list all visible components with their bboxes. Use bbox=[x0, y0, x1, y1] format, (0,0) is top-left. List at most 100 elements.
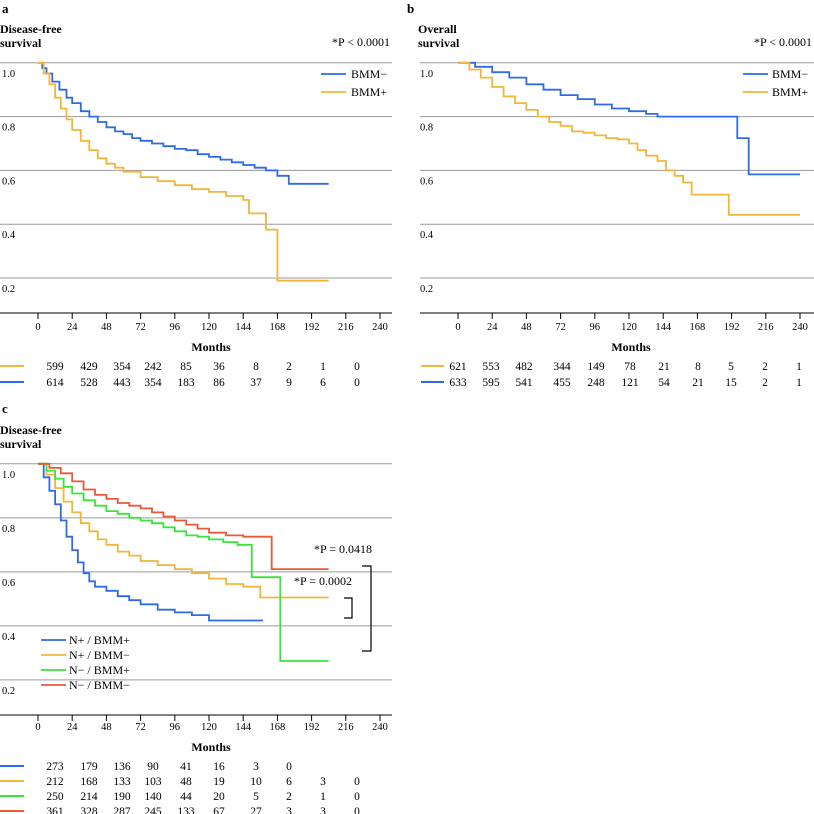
risk-count: 90 bbox=[147, 761, 159, 773]
risk-count: 44 bbox=[180, 791, 192, 803]
p-value: *P = 0.0418 bbox=[314, 542, 372, 556]
legend-label: BMM− bbox=[351, 67, 387, 81]
y-axis-label: Overall bbox=[418, 22, 457, 36]
y-tick-label: 0.2 bbox=[2, 686, 15, 697]
x-tick-label: 0 bbox=[35, 322, 40, 333]
series-line-bmm− bbox=[38, 61, 329, 185]
risk-count: 633 bbox=[449, 377, 467, 389]
x-tick-label: 144 bbox=[235, 322, 252, 333]
x-tick-label: 216 bbox=[338, 322, 354, 333]
risk-count: 0 bbox=[354, 806, 360, 814]
risk-count: 133 bbox=[113, 776, 131, 788]
x-tick-label: 24 bbox=[67, 722, 78, 733]
risk-count: 48 bbox=[180, 776, 192, 788]
series-line-n−bmm+ bbox=[38, 462, 329, 662]
risk-count: 214 bbox=[80, 791, 98, 803]
legend-label: BMM+ bbox=[772, 85, 808, 99]
x-tick-label: 216 bbox=[338, 722, 354, 733]
risk-count: 455 bbox=[553, 377, 571, 389]
risk-count: 86 bbox=[213, 377, 225, 389]
y-axis-label: Disease-free bbox=[0, 22, 62, 36]
x-tick-label: 72 bbox=[135, 722, 146, 733]
legend-label: N+ / BMM− bbox=[69, 648, 130, 662]
risk-count: 140 bbox=[144, 791, 162, 803]
risk-count: 6 bbox=[286, 776, 292, 788]
x-tick-label: 72 bbox=[555, 322, 566, 333]
risk-count: 287 bbox=[113, 806, 131, 814]
x-tick-label: 240 bbox=[372, 322, 388, 333]
risk-count: 183 bbox=[177, 377, 195, 389]
risk-count: 250 bbox=[46, 791, 64, 803]
x-tick-label: 0 bbox=[35, 722, 40, 733]
risk-count: 1 bbox=[796, 377, 802, 389]
risk-count: 0 bbox=[286, 761, 292, 773]
legend-label: BMM+ bbox=[351, 85, 387, 99]
risk-count: 245 bbox=[144, 806, 162, 814]
y-tick-label: 0.8 bbox=[2, 524, 15, 535]
risk-count: 5 bbox=[728, 361, 734, 373]
x-tick-label: 120 bbox=[201, 722, 217, 733]
risk-count: 328 bbox=[80, 806, 98, 814]
risk-count: 8 bbox=[695, 361, 701, 373]
risk-count: 179 bbox=[80, 761, 98, 773]
x-tick-label: 0 bbox=[455, 322, 460, 333]
risk-count: 6 bbox=[320, 377, 326, 389]
risk-count: 0 bbox=[354, 361, 360, 373]
risk-count: 9 bbox=[286, 377, 292, 389]
y-tick-label: 0.4 bbox=[2, 632, 16, 643]
x-axis-label: Months bbox=[191, 740, 231, 754]
x-tick-label: 240 bbox=[372, 722, 388, 733]
y-tick-label: 1.0 bbox=[2, 69, 15, 80]
series-line-bmm+ bbox=[458, 61, 800, 216]
risk-count: 248 bbox=[587, 377, 605, 389]
risk-count: 15 bbox=[725, 377, 737, 389]
risk-count: 528 bbox=[80, 377, 98, 389]
x-tick-label: 216 bbox=[758, 322, 774, 333]
risk-count: 595 bbox=[482, 377, 500, 389]
y-tick-label: 0.4 bbox=[2, 230, 16, 241]
risk-count: 212 bbox=[46, 776, 64, 788]
x-tick-label: 144 bbox=[235, 722, 252, 733]
series-line-bmm+ bbox=[38, 61, 329, 282]
risk-count: 136 bbox=[113, 761, 131, 773]
risk-count: 354 bbox=[144, 377, 162, 389]
x-tick-label: 240 bbox=[792, 322, 808, 333]
x-tick-label: 192 bbox=[724, 322, 740, 333]
risk-count: 27 bbox=[250, 806, 262, 814]
risk-count: 190 bbox=[113, 791, 131, 803]
risk-count: 85 bbox=[180, 361, 192, 373]
x-tick-label: 72 bbox=[135, 322, 146, 333]
risk-count: 10 bbox=[250, 776, 262, 788]
comparison-bracket bbox=[344, 597, 353, 619]
risk-count: 443 bbox=[113, 377, 131, 389]
risk-count: 149 bbox=[587, 361, 605, 373]
risk-count: 482 bbox=[515, 361, 533, 373]
y-tick-label: 1.0 bbox=[2, 470, 15, 481]
risk-count: 2 bbox=[286, 791, 292, 803]
risk-count: 354 bbox=[113, 361, 131, 373]
risk-count: 16 bbox=[213, 761, 225, 773]
p-value: *P = 0.0002 bbox=[294, 574, 352, 588]
risk-count: 3 bbox=[320, 806, 326, 814]
y-tick-label: 0.8 bbox=[420, 123, 433, 134]
risk-count: 3 bbox=[286, 806, 292, 814]
risk-count: 1 bbox=[320, 791, 326, 803]
risk-count: 3 bbox=[253, 761, 259, 773]
x-axis-label: Months bbox=[191, 340, 231, 354]
y-axis-label: Disease-free bbox=[0, 423, 62, 437]
risk-count: 20 bbox=[213, 791, 225, 803]
risk-count: 19 bbox=[213, 776, 225, 788]
x-tick-label: 120 bbox=[621, 322, 637, 333]
risk-count: 37 bbox=[250, 377, 262, 389]
legend-label: N+ / BMM+ bbox=[69, 633, 130, 647]
x-tick-label: 120 bbox=[201, 322, 217, 333]
x-tick-label: 24 bbox=[487, 322, 498, 333]
risk-count: 5 bbox=[253, 791, 259, 803]
y-tick-label: 0.6 bbox=[2, 578, 15, 589]
y-tick-label: 0.8 bbox=[2, 123, 15, 134]
series-line-n+bmm+ bbox=[38, 462, 264, 622]
y-axis-label: survival bbox=[0, 36, 42, 50]
